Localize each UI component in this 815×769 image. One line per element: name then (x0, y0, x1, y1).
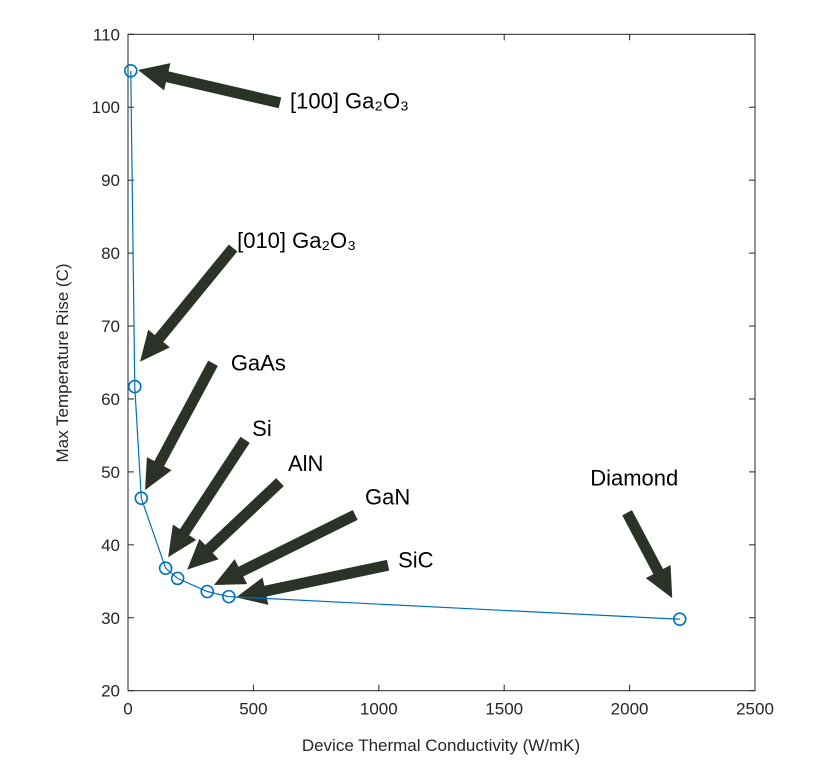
data-point (134, 491, 149, 505)
y-tick-label: 40 (101, 536, 120, 555)
x-axis-label: Device Thermal Conductivity (W/mK) (302, 736, 580, 755)
annotation-label: [010] Ga₂O₃ (237, 228, 356, 253)
annotation-labels: [100] Ga₂O₃ [010] Ga₂O₃ GaAs Si AlN GaN SiC Dia… (231, 89, 678, 573)
data-point (170, 571, 185, 586)
y-tick-label: 60 (101, 390, 120, 409)
x-tick-label: 1500 (485, 700, 523, 719)
arrow-icon (214, 510, 358, 585)
y-tick-label: 100 (92, 98, 120, 117)
y-tick-label: 50 (101, 463, 120, 482)
y-tick-label: 30 (101, 609, 120, 628)
arrow-icon (236, 559, 390, 605)
arrow-icon (187, 478, 284, 570)
y-tick-label: 90 (101, 171, 120, 190)
data-point (200, 584, 215, 599)
arrow-icon (138, 63, 282, 109)
annotation-arrows (138, 63, 673, 605)
data-point (158, 561, 173, 575)
annotation-label: Si (252, 416, 272, 441)
arrow-icon (140, 244, 238, 362)
data-point (127, 379, 142, 394)
y-tick-label: 20 (101, 682, 120, 701)
annotation-label: [100] Ga₂O₃ (290, 89, 409, 114)
data-series (123, 63, 687, 627)
y-tick-label: 80 (101, 244, 120, 263)
x-tick-label: 0 (123, 700, 132, 719)
annotation-label: Diamond (590, 466, 678, 491)
annotation-label: SiC (398, 547, 434, 572)
axes: 0 500 1000 1500 2000 2500 20 30 40 50 60 70 80 90 100 1… (92, 25, 774, 718)
y-axis-label: Max Temperature Rise (C) (53, 263, 72, 462)
data-point (123, 63, 138, 78)
x-tick-label: 1000 (360, 700, 398, 719)
series-line (130, 70, 680, 620)
x-tick-label: 2000 (611, 700, 649, 719)
data-point (672, 612, 687, 627)
y-tick-label: 70 (101, 317, 120, 336)
y-tick-label: 110 (93, 25, 120, 44)
plot-frame (127, 33, 756, 692)
x-tick-label: 500 (239, 700, 267, 719)
arrow-icon (168, 436, 250, 558)
annotation-label: GaN (365, 485, 410, 510)
data-point (222, 589, 236, 604)
arrow-icon (145, 360, 218, 491)
arrow-icon (622, 510, 673, 599)
annotation-label: GaAs (231, 351, 286, 376)
x-tick-label: 2500 (736, 700, 774, 719)
annotation-label: AlN (288, 451, 323, 476)
